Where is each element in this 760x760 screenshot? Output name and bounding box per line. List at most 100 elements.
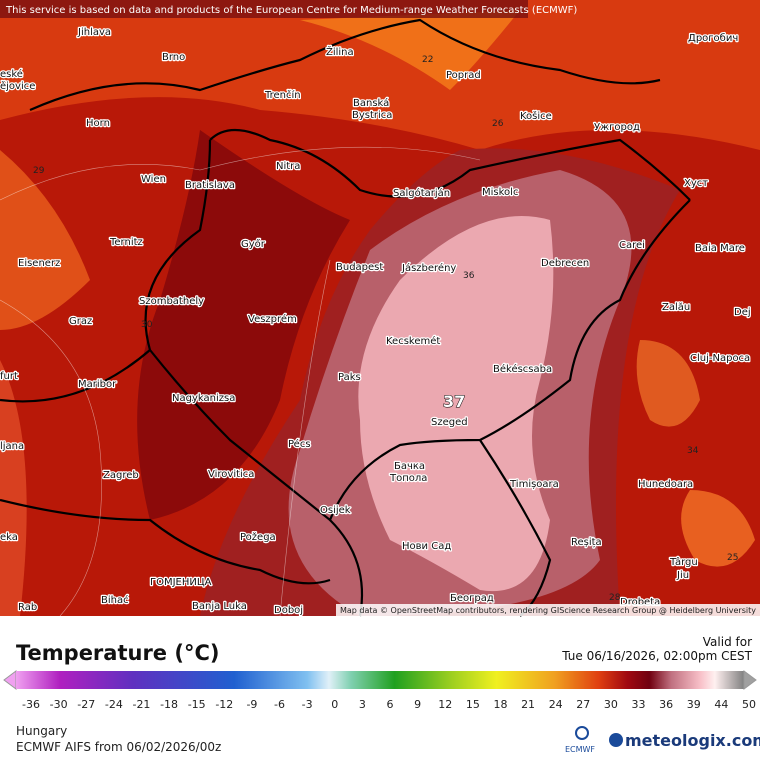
colorbar-tick-label: 15 [466, 698, 480, 711]
city-label: Banja Luka [192, 601, 247, 612]
contour-label: 28 [609, 593, 621, 603]
contour-label: 34 [687, 446, 699, 456]
colorbar-tick-label: 21 [521, 698, 535, 711]
colorbar-tick-label: 39 [687, 698, 701, 711]
city-label: furt [0, 371, 18, 382]
colorbar-tick-label: 33 [632, 698, 646, 711]
city-label: Jászberény [401, 262, 456, 274]
city-label: Дрогобич [688, 33, 738, 44]
city-label: Ternitz [109, 237, 143, 248]
city-label: ГОМЈЕНИЦА [150, 577, 212, 588]
city-label: Žilina [326, 45, 354, 58]
city-label: Timișoara [509, 479, 559, 490]
colorbar-tick-label: -3 [302, 698, 313, 711]
colorbar-tick-label: 30 [604, 698, 618, 711]
city-label: Debrecen [541, 258, 589, 269]
city-label: Reșița [571, 537, 602, 548]
city-label: Carei [619, 240, 645, 251]
colorbar-tick-label: -30 [50, 698, 68, 711]
city-label: Ужгород [594, 122, 640, 133]
valid-time: Tue 06/16/2026, 02:00pm CEST [561, 649, 752, 663]
city-label: Bihać [101, 594, 129, 606]
city-label: Baia Mare [695, 243, 745, 254]
city-label: Trenčín [264, 89, 301, 101]
city-label: Бачка [394, 461, 425, 472]
city-label: Београд [450, 593, 494, 604]
city-label: Kecskemét [386, 335, 440, 347]
legend-title: Temperature (°C) [16, 641, 219, 665]
city-label: Нови Сад [402, 541, 451, 552]
city-label: Jihlava [77, 27, 111, 38]
city-label: Požega [240, 531, 276, 543]
city-label: Wien [141, 174, 166, 185]
city-label: Paks [338, 372, 361, 383]
colorbar-tick-label: 36 [659, 698, 673, 711]
contour-label: 29 [33, 166, 45, 176]
model-run: ECMWF AIFS from 06/02/2026/00z [16, 740, 221, 754]
city-label: Zalău [662, 302, 690, 313]
colorbar-tick-label: -9 [246, 698, 257, 711]
colorbar-tick-label: -24 [105, 698, 123, 711]
contour-label: 36 [463, 271, 475, 281]
contour-label: 26 [492, 119, 504, 129]
colorbar-tick-label: 0 [331, 698, 338, 711]
city-label: Győr [241, 238, 266, 250]
colorbar-tick-label: -15 [188, 698, 206, 711]
city-label: Doboj [274, 605, 303, 616]
contour-label: 22 [422, 55, 433, 65]
city-label: Maribor [78, 379, 117, 390]
region: Hungary [16, 724, 67, 738]
map-attribution: Map data © OpenStreetMap contributors, r… [340, 606, 756, 615]
brand: meteologix.com [625, 731, 760, 750]
city-label: Rab [18, 602, 37, 613]
city-label: Košice [520, 110, 552, 122]
colorbar-tick-label: -27 [77, 698, 95, 711]
colorbar-tick-label: 9 [414, 698, 421, 711]
city-label: Poprad [446, 70, 481, 81]
ecmwf-logo: ECMWF [565, 745, 595, 754]
city-label: Osijek [320, 505, 351, 516]
city-label: Bratislava [185, 180, 235, 191]
colorbar-ticks: -36 -30 -27 -24 -21 -18 -15 -12 -9 -6 -3 0 3 6 9 12 15 18… [22, 698, 756, 711]
city-label: Szeged [431, 417, 468, 428]
colorbar-tick-label: 3 [359, 698, 366, 711]
borders [0, 18, 691, 617]
contour-label: 30 [141, 320, 153, 330]
colorbar-tick-label: -36 [22, 698, 40, 711]
contour-labels: 22 26 29 30 36 34 25 28 [33, 55, 738, 603]
city-label: Budapest [336, 262, 383, 273]
city-label: Virovitica [208, 469, 254, 480]
city-label: Cluj-Napoca [690, 353, 750, 364]
city-label: Salgótarján [393, 187, 450, 199]
city-label: Graz [69, 316, 92, 327]
city-label: Jiu [676, 570, 689, 581]
colorbar-tick-label: -21 [132, 698, 150, 711]
city-label: eka [0, 532, 18, 543]
city-label: ljana [0, 441, 24, 452]
city-label: Zagreb [103, 470, 139, 481]
city-label: eské [0, 68, 23, 80]
city-label: Brno [162, 52, 185, 63]
colorbar-tick-label: -6 [274, 698, 285, 711]
contour-label: 25 [727, 553, 738, 563]
city-label: Miskolc [482, 187, 518, 198]
city-label: Pécs [288, 438, 311, 450]
colorbar-tick-label: -18 [160, 698, 178, 711]
attribution-top: This service is based on data and produc… [5, 5, 577, 16]
colorbar-tick-label: -12 [215, 698, 233, 711]
colorbar-tick-label: 18 [493, 698, 507, 711]
colorbar-tick-label: 24 [549, 698, 563, 711]
city-label: Horn [86, 118, 110, 129]
city-label: Bystrica [352, 110, 392, 121]
city-label: Szombathely [139, 296, 204, 307]
city-label: Târgu [669, 556, 698, 568]
colorbar-tick-label: 27 [576, 698, 590, 711]
valid-label: Valid for [703, 635, 752, 649]
colorbar [16, 671, 744, 689]
city-label: Eisenerz [18, 258, 60, 269]
city-label: Nitra [276, 161, 300, 172]
colorbar-tick-label: 12 [438, 698, 452, 711]
city-label: Békéscsaba [493, 363, 552, 375]
city-label: Nagykanizsa [172, 393, 235, 404]
